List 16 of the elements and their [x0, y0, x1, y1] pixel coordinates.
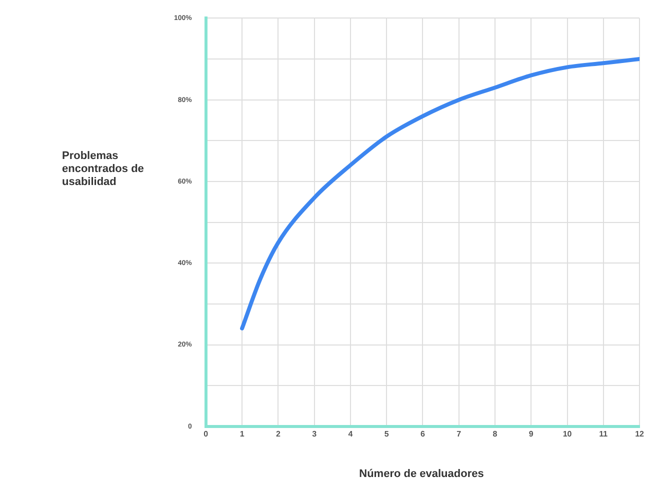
x-tick-label: 0 [204, 429, 209, 438]
x-axis-title: Número de evaluadores [358, 468, 485, 480]
x-tick-label: 6 [420, 429, 426, 438]
x-tick-label: 12 [635, 429, 645, 438]
x-tick-label: 3 [312, 429, 318, 438]
x-tick-label: 7 [456, 429, 462, 438]
y-axis-title: Problemas encontrados de usabilidad [62, 150, 144, 188]
x-tick-label: 5 [384, 429, 390, 438]
x-tick-label: 1 [240, 429, 245, 438]
x-tick-label: 2 [276, 429, 281, 438]
line-series [240, 57, 640, 330]
x-tick-label: 11 [599, 429, 608, 438]
x-tick-label: 10 [562, 429, 572, 438]
x-tick-label: 8 [492, 429, 498, 438]
x-tick-label: 9 [528, 429, 534, 438]
x-tick-label: 4 [348, 429, 354, 438]
